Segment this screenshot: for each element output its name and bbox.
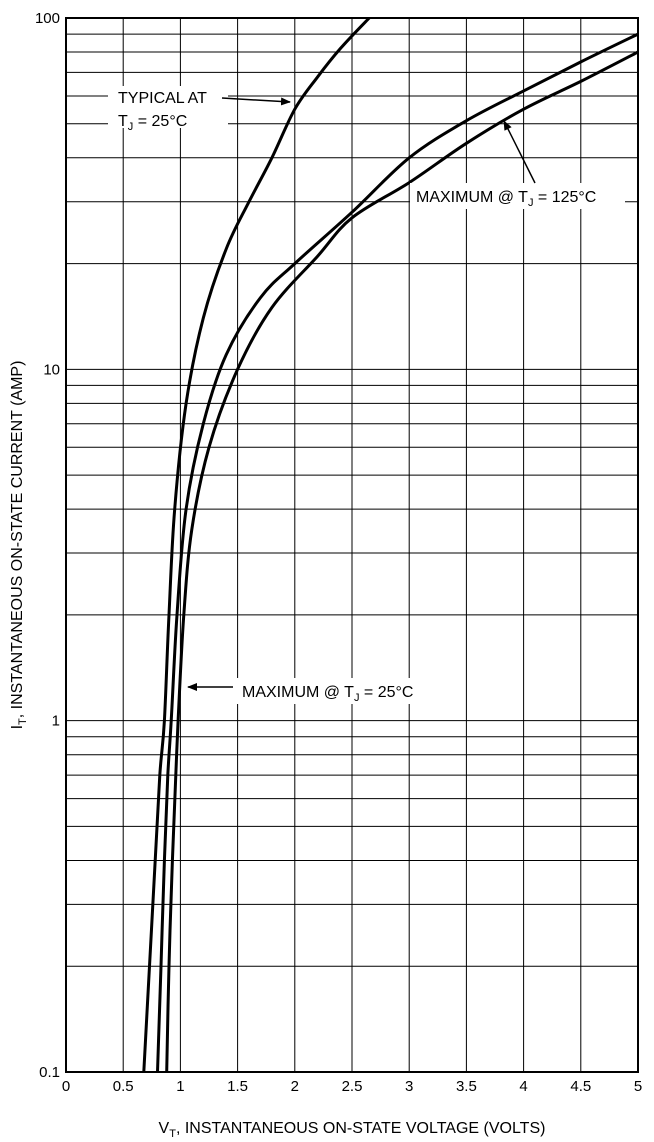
x-tick-label: 3.5 <box>456 1078 477 1095</box>
x-tick-label: 2.5 <box>342 1078 363 1095</box>
x-axis-ticks: 0 0.5 1 1.5 2 2.5 3 3.5 4 4.5 5 <box>62 1078 642 1095</box>
x-tick-label: 4 <box>519 1078 527 1095</box>
y-tick-label: 100 <box>35 10 60 27</box>
x-tick-label: 5 <box>634 1078 642 1095</box>
y-axis-title: IT, INSTANTANEOUS ON-STATE CURRENT (AMP) <box>9 361 29 730</box>
chart-series <box>142 16 639 1073</box>
annotation-typical-line1: TYPICAL AT <box>118 90 207 107</box>
x-tick-label: 0 <box>62 1078 70 1095</box>
annotation-max-125c-label: MAXIMUM @ TJ = 125°C <box>416 189 596 209</box>
plot-frame <box>65 17 639 1073</box>
x-tick-label: 4.5 <box>570 1078 591 1095</box>
series-max-25c <box>165 50 639 1073</box>
annotation-typical: TYPICAL AT TJ = 25°C <box>108 86 291 133</box>
y-tick-label: 10 <box>43 361 60 378</box>
annotation-typical-arrow <box>221 97 291 106</box>
x-tick-label: 2 <box>291 1078 299 1095</box>
x-axis-title: VT, INSTANTANEOUS ON-STATE VOLTAGE (VOLT… <box>159 1120 546 1140</box>
annotation-max-25c: MAXIMUM @ TJ = 25°C <box>187 678 442 704</box>
x-tick-label: 1.5 <box>227 1078 248 1095</box>
series-typical-25c <box>142 16 371 1073</box>
annotation-max-125c-arrow <box>503 120 536 184</box>
x-tick-label: 0.5 <box>113 1078 134 1095</box>
x-tick-label: 1 <box>176 1078 184 1095</box>
y-tick-label: 1 <box>52 713 60 730</box>
annotation-max-125c: MAXIMUM @ TJ = 125°C <box>410 120 625 209</box>
annotation-typical-line2: TJ = 25°C <box>118 113 187 133</box>
y-axis-ticks: 0.1 1 10 100 <box>35 10 60 1081</box>
x-tick-label: 3 <box>405 1078 413 1095</box>
annotation-max-25c-label: MAXIMUM @ TJ = 25°C <box>242 684 413 704</box>
series-max-125c <box>156 32 639 1073</box>
y-tick-label: 0.1 <box>39 1064 60 1081</box>
